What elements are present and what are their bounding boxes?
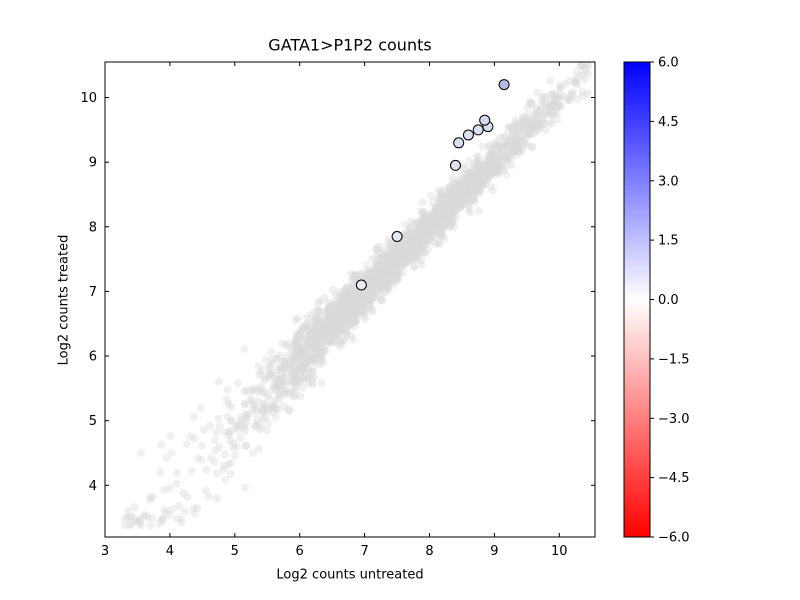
svg-text:3: 3 bbox=[101, 544, 109, 559]
svg-text:7: 7 bbox=[360, 544, 368, 559]
chart-title: GATA1>P1P2 counts bbox=[268, 35, 432, 55]
svg-text:7: 7 bbox=[89, 285, 97, 300]
svg-text:8: 8 bbox=[425, 544, 433, 559]
svg-text:4: 4 bbox=[166, 544, 174, 559]
svg-text:8: 8 bbox=[89, 220, 97, 235]
y-axis-label: Log2 counts treated bbox=[56, 234, 72, 366]
svg-text:−1.5: −1.5 bbox=[658, 352, 690, 367]
highlighted-points bbox=[355, 79, 510, 291]
colorbar: 6.0 4.5 3.0 1.5 0.0 −1.5 −3.0 −4.5 −6.0 bbox=[623, 56, 690, 546]
svg-text:6.0: 6.0 bbox=[658, 56, 679, 71]
svg-text:9: 9 bbox=[89, 156, 97, 171]
svg-text:10: 10 bbox=[551, 544, 568, 559]
x-tick-labels: 3 4 5 6 7 8 9 10 bbox=[101, 544, 568, 559]
svg-text:3.0: 3.0 bbox=[658, 174, 679, 189]
svg-text:0.0: 0.0 bbox=[658, 293, 679, 308]
svg-text:5: 5 bbox=[89, 414, 97, 429]
svg-text:9: 9 bbox=[490, 544, 498, 559]
cloud-points bbox=[120, 62, 593, 530]
svg-text:10: 10 bbox=[80, 91, 97, 106]
svg-text:−6.0: −6.0 bbox=[658, 531, 690, 546]
axis-ticks bbox=[104, 62, 595, 537]
plot-frame bbox=[104, 61, 596, 538]
svg-text:−4.5: −4.5 bbox=[658, 471, 690, 486]
x-axis-label: Log2 counts untreated bbox=[276, 567, 424, 583]
svg-text:6: 6 bbox=[296, 544, 304, 559]
svg-text:−3.0: −3.0 bbox=[658, 412, 690, 427]
svg-text:4.5: 4.5 bbox=[658, 115, 679, 130]
y-tick-labels: 4 5 6 7 8 9 10 bbox=[80, 91, 97, 494]
svg-text:1.5: 1.5 bbox=[658, 234, 679, 249]
svg-text:6: 6 bbox=[89, 350, 97, 365]
svg-text:5: 5 bbox=[231, 544, 239, 559]
svg-text:4: 4 bbox=[89, 479, 97, 494]
